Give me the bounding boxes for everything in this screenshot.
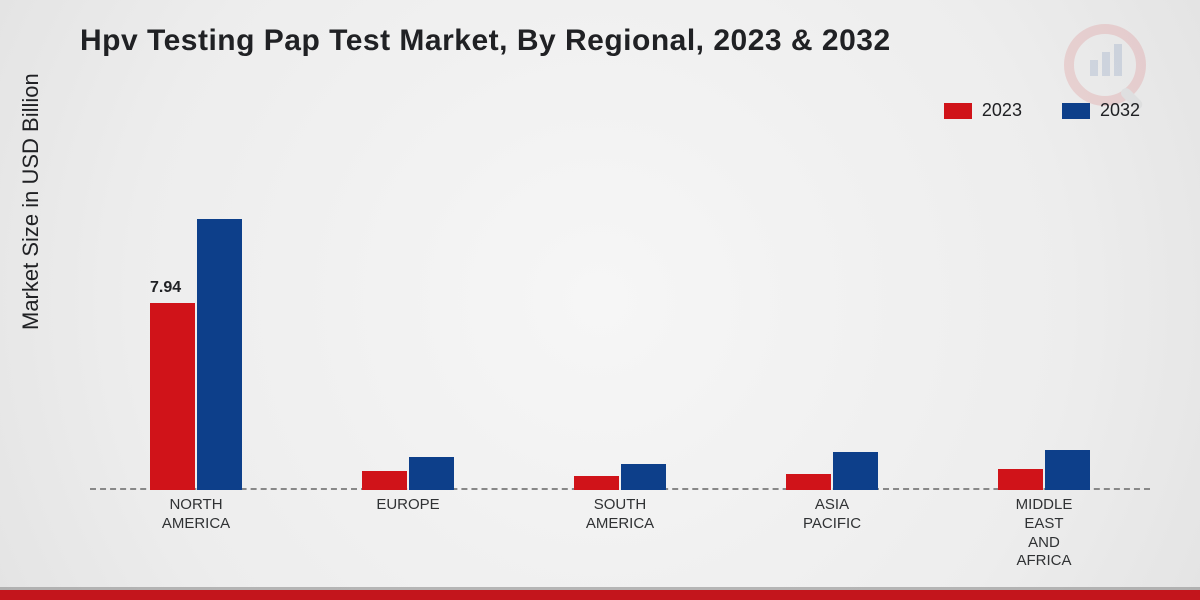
x-tick-label: ASIAPACIFIC <box>726 496 938 534</box>
legend: 2023 2032 <box>944 100 1140 121</box>
bar-2023 <box>998 469 1043 490</box>
bar-2032 <box>197 219 242 490</box>
legend-item-2023: 2023 <box>944 100 1022 121</box>
bar-2032 <box>1045 450 1090 490</box>
plot-area: 7.94 <box>90 160 1150 490</box>
legend-label-b: 2032 <box>1100 100 1140 121</box>
x-axis: NORTHAMERICAEUROPESOUTHAMERICAASIAPACIFI… <box>90 490 1150 580</box>
bar-value-label: 7.94 <box>150 279 181 297</box>
legend-item-2032: 2032 <box>1062 100 1140 121</box>
bar-2023 <box>150 303 195 490</box>
bar-2032 <box>833 452 878 490</box>
legend-swatch-a <box>944 103 972 119</box>
bar-2032 <box>409 457 454 490</box>
x-tick-label: EUROPE <box>302 496 514 515</box>
legend-swatch-b <box>1062 103 1090 119</box>
x-tick-label: MIDDLEEASTANDAFRICA <box>938 496 1150 571</box>
legend-label-a: 2023 <box>982 100 1022 121</box>
y-axis-label: Market Size in USD Billion <box>18 73 44 330</box>
chart-title: Hpv Testing Pap Test Market, By Regional… <box>80 24 891 58</box>
bar-2023 <box>786 474 831 491</box>
x-tick-label: SOUTHAMERICA <box>514 496 726 534</box>
footer-bar <box>0 590 1200 600</box>
bar-2032 <box>621 464 666 490</box>
bar-2023 <box>362 471 407 490</box>
chart-stage: Hpv Testing Pap Test Market, By Regional… <box>0 0 1200 600</box>
bar-2023 <box>574 476 619 490</box>
x-tick-label: NORTHAMERICA <box>90 496 302 534</box>
